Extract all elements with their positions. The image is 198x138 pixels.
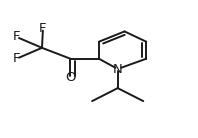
Text: O: O (65, 71, 76, 84)
Text: N: N (113, 63, 123, 75)
Text: F: F (13, 30, 20, 43)
Text: F: F (13, 52, 20, 65)
Text: F: F (39, 22, 47, 35)
